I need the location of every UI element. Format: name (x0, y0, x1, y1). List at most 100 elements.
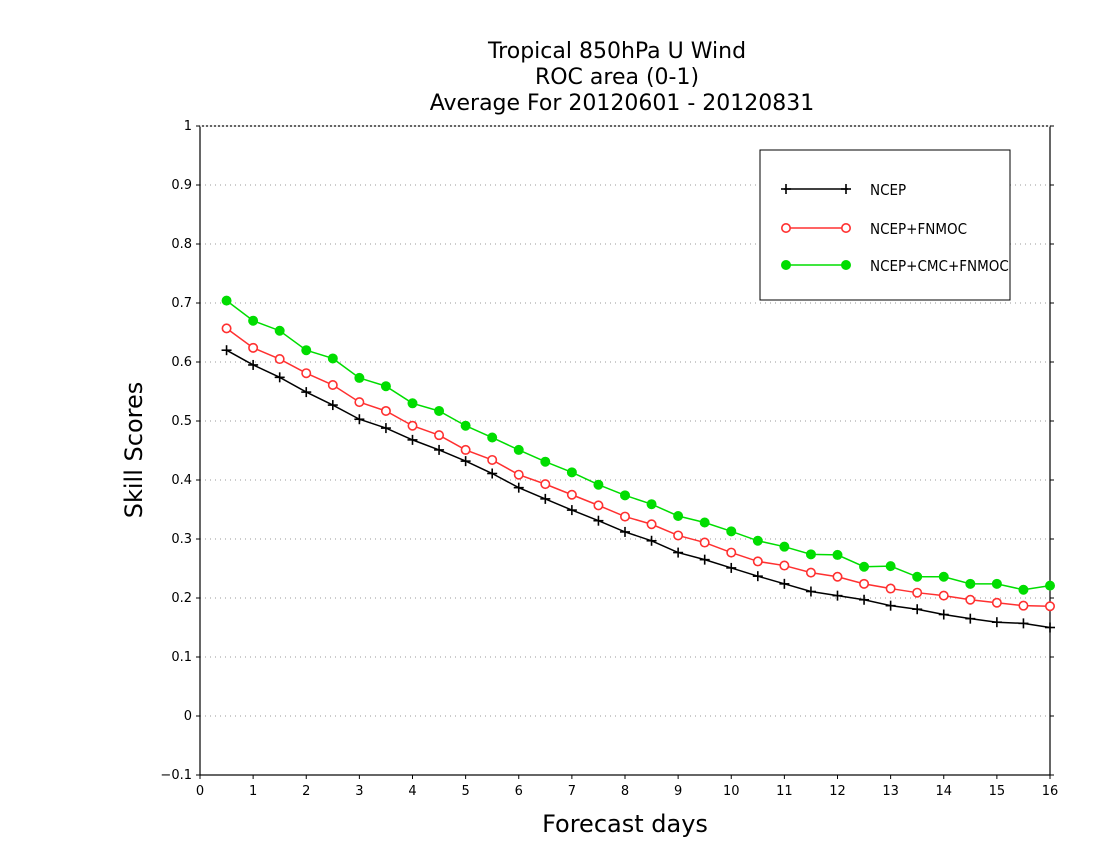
data-point (673, 547, 684, 558)
data-point (912, 571, 923, 582)
data-point (487, 454, 498, 465)
data-point (593, 479, 604, 490)
x-axis-title: Forecast days (542, 810, 708, 838)
data-point (620, 526, 630, 537)
series-layer (221, 295, 1056, 633)
y-axis-title: Skill Scores (120, 382, 148, 519)
x-tick-label: 9 (674, 784, 682, 799)
data-point (1018, 618, 1029, 629)
data-point (646, 499, 657, 510)
data-point (221, 295, 232, 306)
series-ncep-fnmoc (221, 323, 1056, 612)
data-point (885, 561, 896, 572)
grid-lines (200, 184, 1050, 717)
data-point (566, 489, 577, 500)
data-point (327, 353, 338, 364)
data-point (646, 535, 657, 546)
data-point (805, 586, 816, 597)
data-point (699, 517, 710, 528)
y-tick-label: 0.6 (171, 355, 192, 370)
data-point (248, 342, 259, 353)
data-point (540, 479, 551, 490)
data-point (407, 420, 418, 431)
data-point (805, 549, 816, 560)
y-tick-label: 0.1 (171, 650, 192, 665)
data-point (566, 505, 577, 516)
y-tick-label: 0.9 (171, 178, 192, 193)
data-point (513, 469, 524, 480)
data-point (965, 594, 976, 605)
x-tick-label: 13 (882, 784, 899, 799)
data-point (407, 434, 418, 445)
data-point (513, 444, 524, 455)
x-tick-label: 5 (461, 784, 469, 799)
legend-label: NCEP+FNMOC (870, 220, 967, 238)
series-ncep-cmc-fnmoc (221, 295, 1055, 595)
series-line (226, 300, 1051, 591)
series-line (226, 349, 1051, 629)
x-tick-label: 2 (302, 784, 310, 799)
data-point (752, 556, 763, 567)
data-point (274, 354, 285, 365)
data-point (938, 571, 949, 582)
data-point (885, 583, 896, 594)
legend-marker (781, 260, 791, 270)
data-point (540, 456, 551, 467)
x-tick-label: 7 (568, 784, 576, 799)
data-point (726, 526, 737, 537)
y-tick-label: 0.8 (171, 237, 192, 252)
data-point (327, 400, 338, 411)
legend-marker (841, 184, 851, 194)
data-point (752, 571, 763, 582)
x-tick-label: 8 (621, 784, 629, 799)
data-point (221, 323, 232, 334)
legend-item: NCEP (781, 181, 906, 199)
data-point (407, 398, 418, 409)
data-point (832, 590, 843, 601)
y-tick-label: −0.1 (160, 768, 192, 783)
data-point (646, 519, 657, 530)
data-point (301, 345, 312, 356)
data-point (912, 587, 923, 598)
data-point (991, 597, 1002, 608)
data-point (859, 578, 870, 589)
x-tick-label: 4 (408, 784, 416, 799)
data-point (593, 500, 604, 511)
data-point (912, 604, 923, 615)
data-point (938, 590, 949, 601)
x-tick-label: 12 (829, 784, 846, 799)
data-point (354, 414, 365, 425)
data-point (859, 561, 870, 572)
data-point (832, 549, 843, 560)
data-point (699, 554, 710, 565)
data-point (859, 594, 870, 605)
y-tick-label: 0.4 (171, 473, 192, 488)
y-tick-label: 0.2 (171, 591, 192, 606)
data-point (301, 368, 312, 379)
series-ncep (221, 345, 1055, 633)
axes: −0.100.10.20.30.40.50.60.70.80.910 1 2 3 4 5 6… (160, 119, 1058, 799)
data-point (540, 493, 551, 504)
legend-label: NCEP+CMC+FNMOC (870, 257, 1009, 275)
legend-items: NCEP NCEP+FNMOC NCEP+CMC+FNMOC (780, 181, 1009, 275)
legend-item: NCEP+FNMOC (780, 220, 967, 238)
data-point (1045, 580, 1055, 591)
x-tick-label: 14 (935, 784, 952, 799)
legend-marker (780, 223, 791, 234)
data-point (965, 613, 976, 624)
data-point (487, 468, 498, 479)
legend-marker (781, 184, 791, 194)
chart-title-line-2: ROC area (0-1) (535, 65, 699, 90)
x-tick-label: 3 (355, 784, 363, 799)
data-point (487, 432, 498, 443)
data-point (460, 420, 471, 431)
data-point (699, 537, 710, 548)
data-point (593, 515, 604, 526)
data-point (221, 345, 232, 356)
data-point (779, 578, 790, 589)
data-point (779, 541, 790, 552)
data-point (434, 430, 445, 441)
y-tick-label: 0.3 (171, 532, 192, 547)
y-tick-label: 0.5 (171, 414, 192, 429)
